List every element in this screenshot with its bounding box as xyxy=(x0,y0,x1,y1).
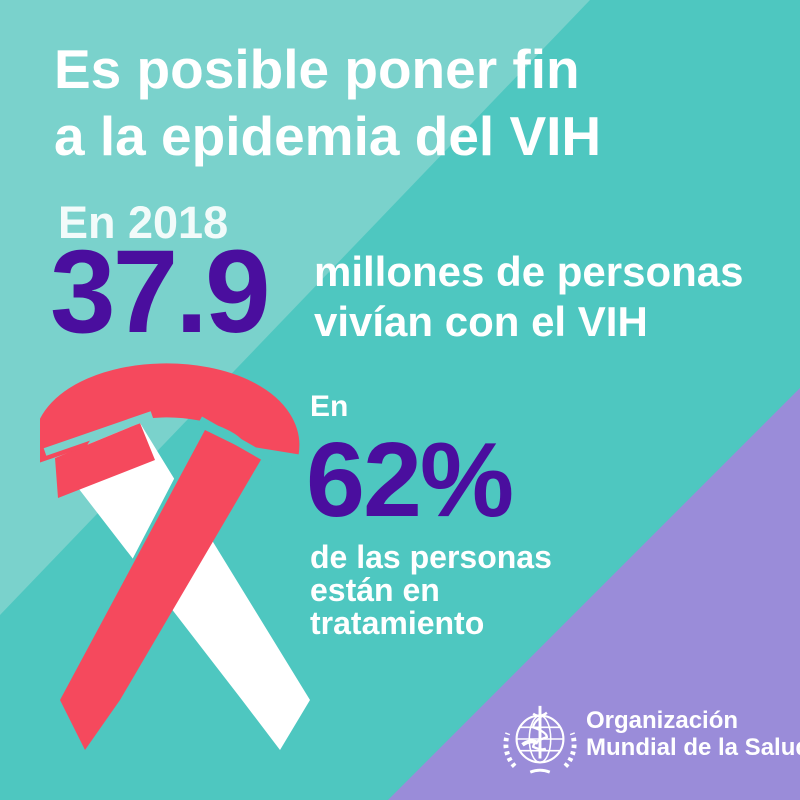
stat-people-description-line-2: vivían con el VIH xyxy=(314,298,648,345)
who-org-name-line-2: Mundial de la Salud xyxy=(586,734,800,761)
stat-people-description: millones de personas vivían con el VIH xyxy=(314,247,743,347)
who-org-name: Organización Mundial de la Salud xyxy=(586,707,800,761)
year-label: En 2018 xyxy=(58,197,229,248)
wreath-left xyxy=(503,732,517,768)
ribbon-loop-gap-left xyxy=(43,411,154,456)
stat-treatment-prefix: En xyxy=(310,390,349,423)
ribbon-red-strand xyxy=(60,430,262,750)
title-line-1: Es posible poner fin xyxy=(54,38,580,100)
hiv-awareness-ribbon-icon xyxy=(40,363,310,750)
wreath-base xyxy=(529,768,551,774)
who-logo: Organización Mundial de la Salud xyxy=(501,698,800,782)
stat-treatment-description: de las personas están en tratamiento xyxy=(310,541,552,640)
landmass xyxy=(521,739,539,747)
ribbon-loop xyxy=(40,363,300,463)
ribbon-loop-gap-right xyxy=(198,416,277,467)
stat-treatment-description-line-3: tratamiento xyxy=(310,605,485,641)
serpent xyxy=(532,711,548,751)
page-title: Es posible poner fin a la epidemia del V… xyxy=(54,36,601,170)
stat-people-value: 37.9 xyxy=(50,226,271,358)
title-line-2: a la epidemia del VIH xyxy=(54,105,602,167)
who-org-name-line-1: Organización xyxy=(586,707,739,734)
stat-treatment-value: 62% xyxy=(306,421,514,539)
ribbon-red-strand-upper xyxy=(55,423,155,498)
stat-people-description-line-1: millones de personas xyxy=(314,248,744,295)
stat-treatment-description-line-2: están en xyxy=(310,572,440,608)
who-emblem-icon xyxy=(503,705,577,774)
wreath-right xyxy=(563,732,577,768)
stat-treatment-description-line-1: de las personas xyxy=(310,539,552,575)
